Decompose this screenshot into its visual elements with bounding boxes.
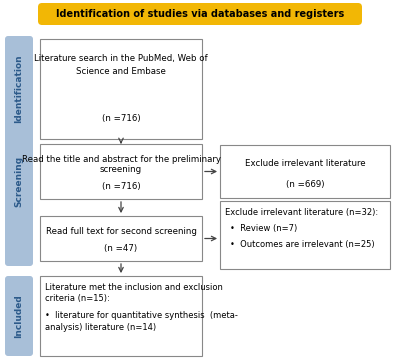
FancyBboxPatch shape <box>40 39 202 139</box>
Text: •  Outcomes are irrelevant (n=25): • Outcomes are irrelevant (n=25) <box>230 240 375 249</box>
Text: Exclude irrelevant literature (n=32):: Exclude irrelevant literature (n=32): <box>225 208 378 217</box>
FancyBboxPatch shape <box>5 276 33 356</box>
Text: Literature search in the PubMed, Web of: Literature search in the PubMed, Web of <box>34 55 208 64</box>
FancyBboxPatch shape <box>5 36 33 141</box>
Text: Exclude irrelevant literature: Exclude irrelevant literature <box>245 158 365 168</box>
Text: Included: Included <box>14 294 24 338</box>
FancyBboxPatch shape <box>220 145 390 198</box>
Text: Read full text for second screening: Read full text for second screening <box>46 226 196 235</box>
Text: Identification of studies via databases and registers: Identification of studies via databases … <box>56 9 344 19</box>
FancyBboxPatch shape <box>220 201 390 269</box>
FancyBboxPatch shape <box>40 216 202 261</box>
Text: analysis) literature (n=14): analysis) literature (n=14) <box>45 322 156 331</box>
Text: (n =47): (n =47) <box>104 244 138 253</box>
FancyBboxPatch shape <box>40 144 202 199</box>
Text: (n =669): (n =669) <box>286 179 324 188</box>
Text: Identification: Identification <box>14 54 24 123</box>
Text: •  literature for quantitative synthesis  (meta-: • literature for quantitative synthesis … <box>45 312 238 321</box>
Text: (n =716): (n =716) <box>102 183 140 191</box>
Text: Science and Embase: Science and Embase <box>76 66 166 75</box>
FancyBboxPatch shape <box>40 276 202 356</box>
Text: (n =716): (n =716) <box>102 114 140 123</box>
FancyBboxPatch shape <box>5 96 33 266</box>
Text: screening: screening <box>100 165 142 174</box>
Text: •  Review (n=7): • Review (n=7) <box>230 225 297 234</box>
Text: Literature met the inclusion and exclusion: Literature met the inclusion and exclusi… <box>45 283 223 292</box>
Text: criteria (n=15):: criteria (n=15): <box>45 293 110 303</box>
FancyBboxPatch shape <box>38 3 362 25</box>
Text: Screening: Screening <box>14 156 24 206</box>
Text: Read the title and abstract for the preliminary: Read the title and abstract for the prel… <box>22 156 220 165</box>
